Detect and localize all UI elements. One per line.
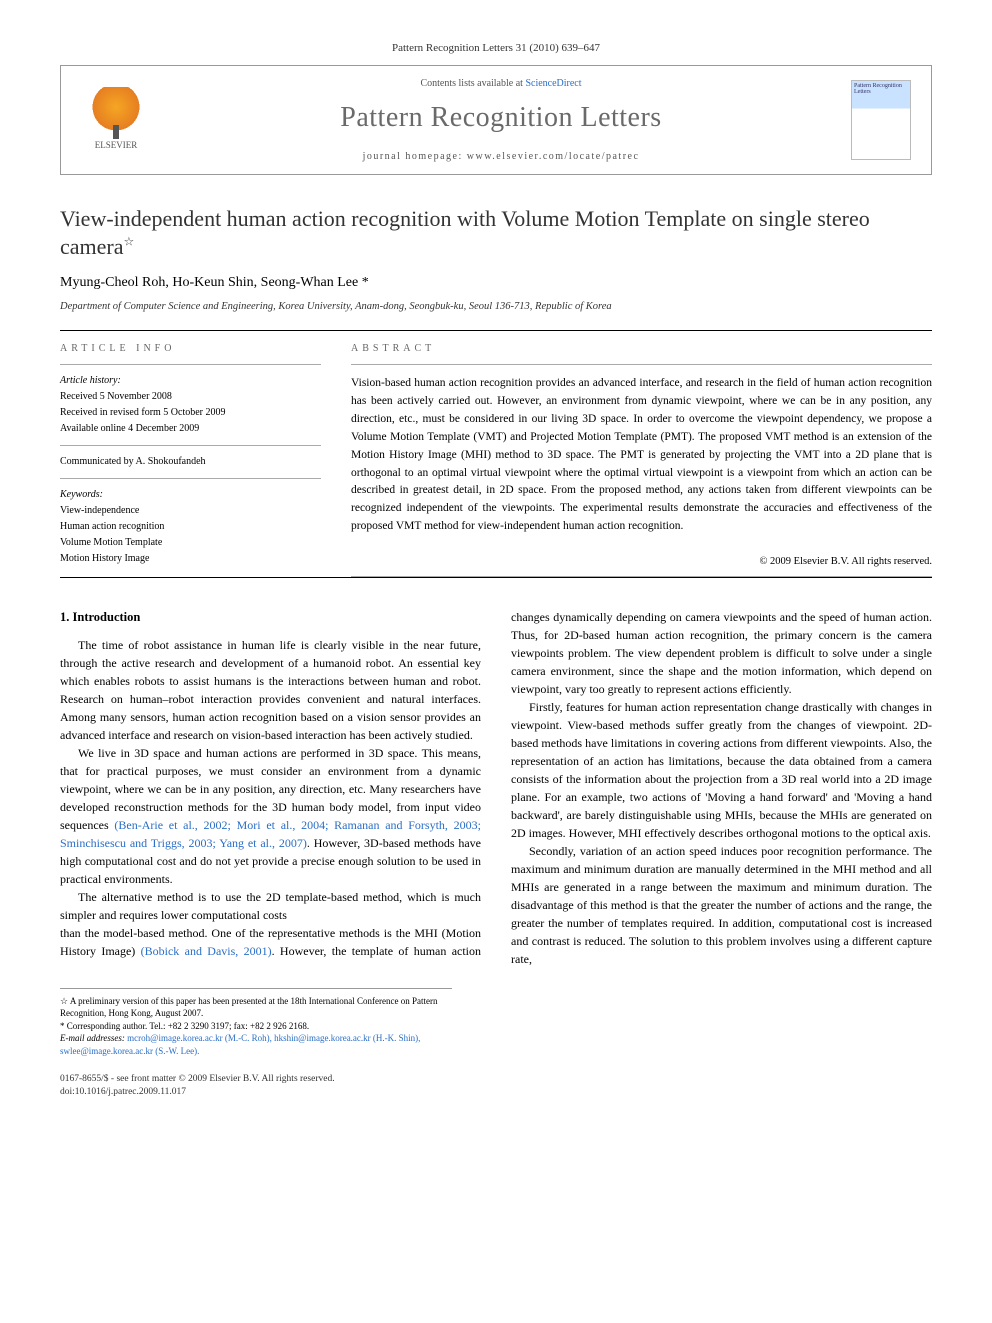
contents-available-line: Contents lists available at ScienceDirec… xyxy=(151,76,851,91)
p1: The time of robot assistance in human li… xyxy=(60,636,481,744)
footer-line1: 0167-8655/$ - see front matter © 2009 El… xyxy=(60,1073,932,1085)
abstract-label: ABSTRACT xyxy=(351,331,932,364)
p3: The alternative method is to use the 2D … xyxy=(60,888,481,924)
article-info-label: ARTICLE INFO xyxy=(60,331,321,364)
keyword-0: View-independence xyxy=(60,503,321,519)
journal-name: Pattern Recognition Letters xyxy=(151,97,851,139)
keyword-2: Volume Motion Template xyxy=(60,535,321,551)
affiliation: Department of Computer Science and Engin… xyxy=(60,299,932,315)
homepage-url: www.elsevier.com/locate/patrec xyxy=(467,151,640,162)
journal-header-box: ELSEVIER Contents lists available at Sci… xyxy=(60,65,932,175)
footnote-corresponding: * Corresponding author. Tel.: +82 2 3290… xyxy=(60,1020,452,1033)
abstract-copyright: © 2009 Elsevier B.V. All rights reserved… xyxy=(351,554,932,570)
history-line-0: Received 5 November 2008 xyxy=(60,389,321,405)
history-line-1: Received in revised form 5 October 2009 xyxy=(60,405,321,421)
p6: Secondly, variation of an action speed i… xyxy=(511,842,932,968)
footnotes: ☆ A preliminary version of this paper ha… xyxy=(60,988,452,1058)
contents-prefix: Contents lists available at xyxy=(420,78,525,89)
communicated-by: Communicated by A. Shokoufandeh xyxy=(60,446,321,478)
corresponding-mark: * xyxy=(362,275,369,290)
p5: Firstly, features for human action repre… xyxy=(511,698,932,842)
p4-citation[interactable]: (Bobick and Davis, 2001) xyxy=(141,944,272,958)
keyword-3: Motion History Image xyxy=(60,551,321,567)
footer-line2: doi:10.1016/j.patrec.2009.11.017 xyxy=(60,1086,932,1098)
article-history-block: Article history: Received 5 November 200… xyxy=(60,365,321,445)
journal-homepage-line: journal homepage: www.elsevier.com/locat… xyxy=(151,149,851,164)
info-abstract-row: ARTICLE INFO Article history: Received 5… xyxy=(60,331,932,576)
cover-thumb-title: Pattern Recognition Letters xyxy=(854,83,908,96)
authors: Myung-Cheol Roh, Ho-Keun Shin, Seong-Wha… xyxy=(60,272,932,293)
article-info-column: ARTICLE INFO Article history: Received 5… xyxy=(60,331,321,576)
rule-bottom xyxy=(60,577,932,578)
sciencedirect-link[interactable]: ScienceDirect xyxy=(525,78,581,89)
keywords-block: Keywords: View-independence Human action… xyxy=(60,479,321,575)
keyword-1: Human action recognition xyxy=(60,519,321,535)
article-title: View-independent human action recognitio… xyxy=(60,205,932,262)
rule-abs-2 xyxy=(351,576,932,577)
email-label: E-mail addresses: xyxy=(60,1033,125,1043)
section-1-heading: 1. Introduction xyxy=(60,608,481,627)
running-head: Pattern Recognition Letters 31 (2010) 63… xyxy=(60,40,932,57)
elsevier-tree-icon xyxy=(91,87,141,137)
footer: 0167-8655/$ - see front matter © 2009 El… xyxy=(60,1073,932,1098)
abstract-column: ABSTRACT Vision-based human action recog… xyxy=(351,331,932,576)
publisher-logo: ELSEVIER xyxy=(81,85,151,155)
keywords-heading: Keywords: xyxy=(60,487,321,503)
publisher-name: ELSEVIER xyxy=(95,139,138,153)
history-heading: Article history: xyxy=(60,373,321,389)
title-text: View-independent human action recognitio… xyxy=(60,206,870,260)
title-footnote-mark: ☆ xyxy=(124,235,135,249)
body-two-column: 1. Introduction The time of robot assist… xyxy=(60,608,932,968)
footnote-emails: E-mail addresses: mcroh@image.korea.ac.k… xyxy=(60,1032,452,1057)
journal-cover-thumbnail: Pattern Recognition Letters xyxy=(851,80,911,160)
p2: We live in 3D space and human actions ar… xyxy=(60,744,481,888)
authors-text: Myung-Cheol Roh, Ho-Keun Shin, Seong-Wha… xyxy=(60,275,358,290)
journal-header-center: Contents lists available at ScienceDirec… xyxy=(151,76,851,164)
footnote-star: ☆ A preliminary version of this paper ha… xyxy=(60,995,452,1020)
homepage-prefix: journal homepage: xyxy=(363,151,467,162)
abstract-text: Vision-based human action recognition pr… xyxy=(351,365,932,545)
history-line-2: Available online 4 December 2009 xyxy=(60,421,321,437)
